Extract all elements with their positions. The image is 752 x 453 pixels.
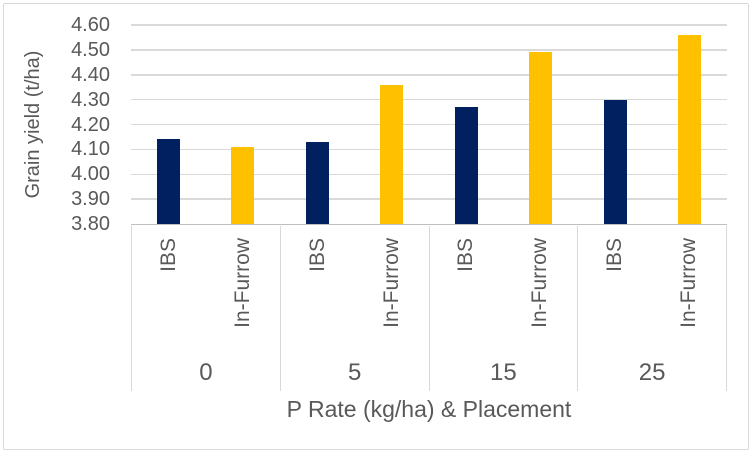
category-group-label: 5: [347, 358, 362, 386]
gridline: [131, 198, 727, 200]
gridline: [131, 24, 727, 26]
category-group: IBS In-Furrow 25: [577, 225, 727, 391]
bar-in-furrow: [529, 52, 553, 224]
gridline: [131, 98, 727, 101]
bar-slot: [131, 25, 206, 224]
bar-slot: [429, 25, 504, 224]
category-axis: IBS In-Furrow 0 IBS In-Furrow 5 IBS In-Furrow 15…: [131, 225, 727, 391]
bar-in-furrow: [678, 34, 702, 224]
y-tick-label: 4.60: [71, 14, 110, 36]
y-tick-label: 4.40: [71, 63, 110, 86]
category-group: IBS In-Furrow 0: [131, 225, 280, 391]
bar-slot: [578, 25, 653, 224]
bar-ibs: [603, 99, 627, 224]
series-tick-label: In-Furrow: [528, 237, 552, 328]
plot-area: [131, 24, 727, 225]
bars: [131, 25, 727, 224]
y-tick-label: 4.50: [71, 38, 110, 61]
series-tick-label: In-Furrow: [230, 237, 254, 328]
series-tick-label: IBS: [156, 237, 180, 272]
y-tick-label: 3.90: [71, 188, 110, 211]
bar-ibs: [454, 107, 478, 224]
bar-slot: [653, 25, 728, 224]
bar-slot: [280, 25, 355, 224]
bar-ibs: [156, 139, 180, 224]
series-tick-label: IBS: [305, 237, 329, 272]
category-group: IBS In-Furrow 15: [428, 225, 578, 391]
category-group-label: 15: [490, 358, 517, 386]
y-tick-label: 3.80: [71, 213, 110, 235]
bar-in-furrow: [380, 84, 404, 224]
y-tick-label: 4.10: [71, 138, 110, 161]
y-tick-label: 4.30: [71, 88, 110, 111]
x-axis-title: P Rate (kg/ha) & Placement: [286, 396, 572, 422]
gridline: [131, 173, 727, 175]
bar-ibs: [305, 141, 329, 224]
series-tick-label: In-Furrow: [379, 237, 403, 328]
chart-frame: [3, 3, 749, 450]
y-axis-tick-labels: 4.60 4.50 4.40 4.30 4.20 4.10 4.00 3.90 3.80: [0, 0, 110, 453]
gridline: [131, 148, 727, 151]
bar-in-furrow: [231, 146, 255, 224]
gridline: [131, 74, 727, 76]
gridline: [131, 49, 727, 51]
series-tick-label: IBS: [454, 237, 478, 272]
category-group: IBS In-Furrow 5: [279, 225, 429, 391]
series-tick-label: In-Furrow: [677, 237, 701, 328]
bar-slot: [504, 25, 579, 224]
bar-slot: [206, 25, 281, 224]
category-group-label: 25: [638, 358, 666, 386]
bar-slot: [355, 25, 430, 224]
series-tick-label: IBS: [603, 237, 627, 272]
category-group-label: 0: [199, 358, 213, 386]
y-tick-label: 4.00: [71, 163, 110, 186]
y-tick-label: 4.20: [71, 113, 110, 136]
gridline: [131, 123, 727, 126]
